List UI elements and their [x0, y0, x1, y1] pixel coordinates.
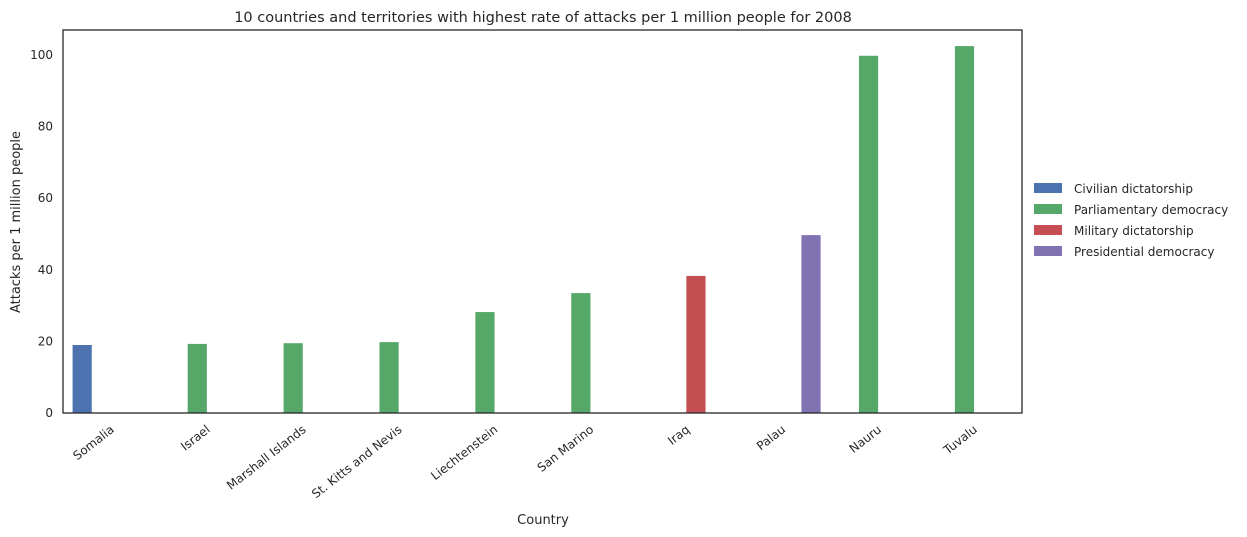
y-axis-ticks: 0 20 40 60 80 100 [30, 48, 53, 420]
x-tick-label-liechtenstein: Liechtenstein [428, 422, 500, 483]
plot-frame [62, 29, 1023, 414]
x-tick-label-nauru: Nauru [847, 422, 884, 455]
y-tick-label: 0 [45, 406, 53, 420]
bar-israel [187, 343, 207, 413]
bar-st-kitts-and-nevis [379, 342, 399, 413]
x-tick-label-palau: Palau [754, 422, 788, 453]
legend-label-military-dictatorship: Military dictatorship [1074, 224, 1194, 238]
bar-marshall-islands [283, 343, 303, 413]
legend-swatch-civilian-dictatorship [1034, 183, 1062, 193]
x-tick-label-st-kitts-and-nevis: St. Kitts and Nevis [309, 422, 404, 501]
x-tick-label-tuvalu: Tuvalu [940, 422, 980, 457]
x-axis-ticks: Somalia Israel Marshall Islands St. Kitts a… [70, 422, 980, 501]
y-tick-label: 40 [38, 263, 53, 277]
x-tick-label-israel: Israel [178, 422, 212, 453]
y-tick-label: 20 [38, 334, 53, 348]
legend: Civilian dictatorship Parliamentary democ… [1034, 182, 1228, 259]
y-tick-label: 80 [38, 120, 53, 134]
legend-swatch-parliamentary-democracy [1034, 204, 1062, 214]
legend-label-parliamentary-democracy: Parliamentary democracy [1074, 203, 1228, 217]
legend-label-presidential-democracy: Presidential democracy [1074, 245, 1214, 259]
bars-group [72, 46, 975, 413]
y-tick-label: 60 [38, 191, 53, 205]
bar-tuvalu [954, 46, 975, 413]
x-tick-label-marshall-islands: Marshall Islands [224, 422, 309, 492]
bar-palau [801, 235, 821, 413]
y-tick-label: 100 [30, 48, 53, 62]
legend-swatch-military-dictatorship [1034, 225, 1062, 235]
x-tick-label-somalia: Somalia [70, 422, 116, 463]
bar-iraq [686, 275, 706, 413]
bar-san-marino [571, 293, 591, 413]
x-tick-label-san-marino: San Marino [535, 422, 597, 474]
bar-liechtenstein [475, 312, 495, 413]
x-tick-label-iraq: Iraq [665, 422, 692, 447]
legend-label-civilian-dictatorship: Civilian dictatorship [1074, 182, 1193, 196]
y-axis-label: Attacks per 1 million people [9, 131, 24, 313]
legend-swatch-presidential-democracy [1034, 246, 1062, 256]
bar-nauru [858, 55, 879, 413]
bar-somalia [72, 344, 92, 413]
chart-title: 10 countries and territories with highes… [234, 10, 852, 26]
x-axis-label: Country [517, 513, 569, 528]
